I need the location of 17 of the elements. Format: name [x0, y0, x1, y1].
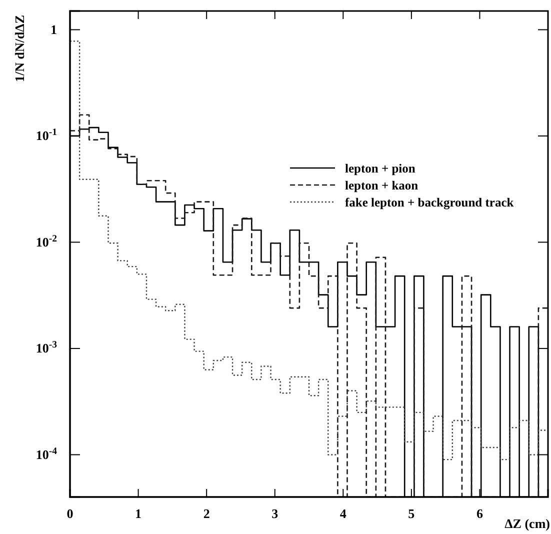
y-axis-title: 1/N dN/dΔZ — [12, 14, 27, 82]
x-tick-label: 2 — [203, 506, 210, 522]
x-tick-label: 6 — [476, 506, 484, 522]
legend-label: fake lepton + background track — [345, 196, 514, 210]
x-tick-label: 1 — [135, 506, 142, 522]
x-tick-label: 0 — [66, 506, 74, 522]
y-tick-label: 1 — [50, 22, 57, 37]
y-tick-label: 10$^{-2}$ — [36, 232, 58, 250]
legend-label: lepton + pion — [345, 162, 416, 176]
x-tick-label: 3 — [272, 506, 279, 522]
y-tick-label: 10$^{-4}$ — [36, 445, 58, 462]
y-tick-label: 10$^{-3}$ — [36, 339, 58, 356]
x-axis-title: ΔZ (cm) — [504, 516, 550, 531]
x-tick-label: 4 — [340, 506, 347, 522]
x-tick-label: 5 — [408, 506, 416, 522]
legend-label: lepton + kaon — [345, 178, 418, 192]
y-tick-label: 10$^{-1}$ — [36, 126, 58, 144]
